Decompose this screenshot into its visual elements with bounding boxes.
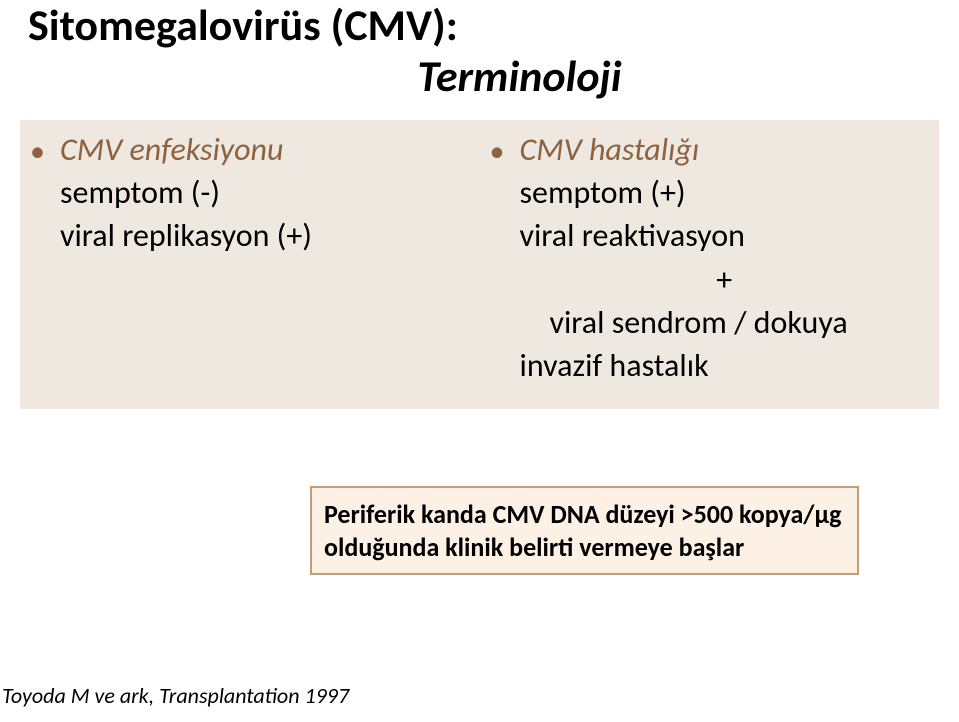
left-row-1: semptom (-) [30, 171, 470, 214]
slide-title: Sitomegalovirüs (CMV): Terminoloji [28, 0, 931, 101]
bullet-icon: • [490, 128, 520, 171]
callout-line-1: Periferik kanda CMV DNA düzeyi >500 kopy… [324, 498, 845, 531]
left-row-2: viral replikasyon (+) [30, 214, 470, 257]
right-column: • CMV hastalığı semptom (+) viral reakti… [480, 120, 940, 409]
callout-line-2: olduğunda klinik belirti vermeye başlar [324, 531, 845, 564]
left-heading-row: • CMV enfeksiyonu [30, 128, 470, 171]
right-row-2: viral reaktivasyon [490, 214, 930, 257]
two-column-panel: • CMV enfeksiyonu semptom (-) viral repl… [20, 120, 939, 409]
callout-box: Periferik kanda CMV DNA düzeyi >500 kopy… [310, 486, 859, 575]
right-row-3: + [490, 258, 930, 301]
right-row-5: invazif hastalık [490, 344, 930, 387]
bullet-icon: • [30, 128, 60, 171]
title-line-2: Terminoloji [28, 51, 931, 102]
title-line-1: Sitomegalovirüs (CMV): [28, 0, 931, 51]
right-row-1: semptom (+) [490, 171, 930, 214]
left-column: • CMV enfeksiyonu semptom (-) viral repl… [20, 120, 480, 409]
right-heading: CMV hastalığı [520, 128, 700, 171]
right-heading-row: • CMV hastalığı [490, 128, 930, 171]
right-row-4: viral sendrom / dokuya [490, 301, 930, 344]
left-heading: CMV enfeksiyonu [60, 128, 283, 171]
citation-text: Toyoda M ve ark, Transplantation 1997 [2, 682, 349, 709]
